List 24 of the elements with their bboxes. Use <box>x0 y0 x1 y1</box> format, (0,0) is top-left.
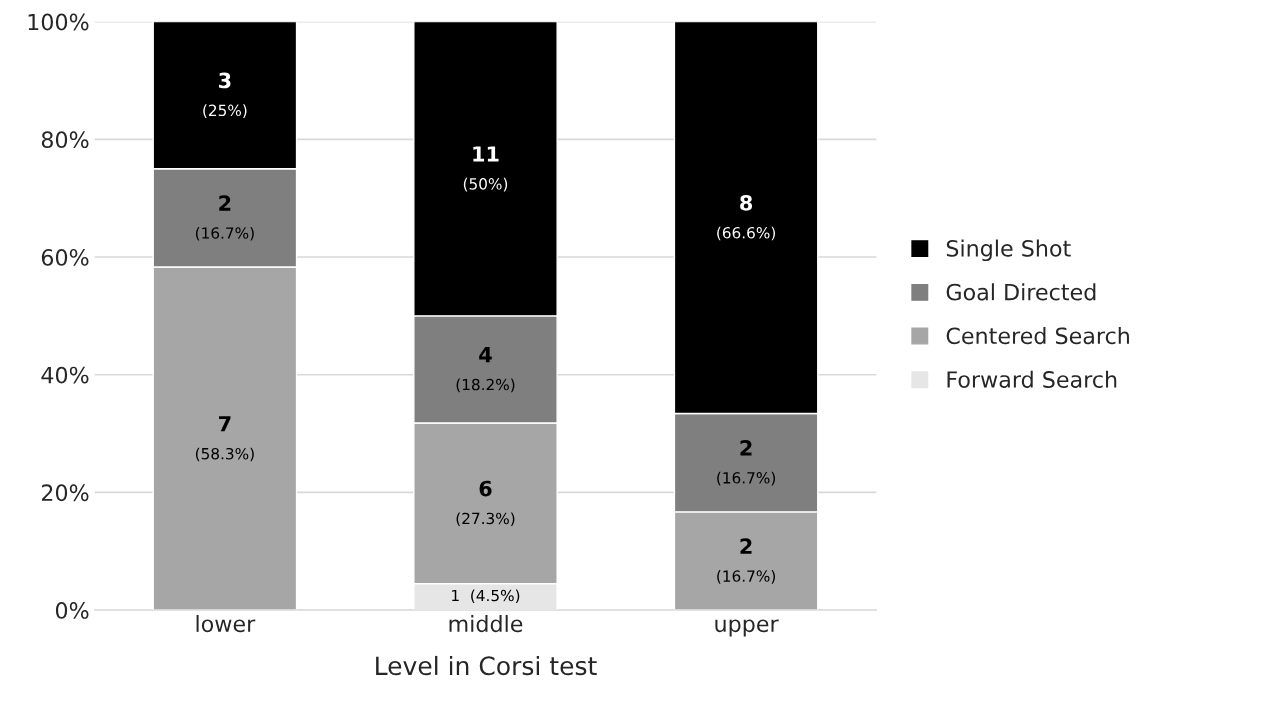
data-label: 3 (25%) <box>203 72 247 118</box>
y-tick-label: 40% <box>41 366 89 384</box>
legend-label: Centered Search <box>946 326 1129 345</box>
data-label: 1 (4.5%) <box>452 589 520 604</box>
x-tick-label: upper <box>715 619 779 637</box>
y-tick-label: 100% <box>28 13 89 31</box>
legend-label: Forward Search <box>947 370 1117 388</box>
data-label: 2 (16.7%) <box>717 538 776 584</box>
y-tick-label: 0% <box>55 602 89 619</box>
y-tick-label: 20% <box>41 484 89 502</box>
x-tick-label: middle <box>449 614 523 633</box>
data-label: 8 (66.6%) <box>717 194 776 241</box>
data-label: 2 (16.7%) <box>195 195 254 241</box>
x-tick-label: lower <box>196 614 256 633</box>
legend-label: Single Shot <box>946 239 1071 262</box>
y-tick-label: 60% <box>41 248 89 266</box>
data-label: 11 (50%) <box>463 146 508 192</box>
data-label: 4 (18.2%) <box>456 347 515 393</box>
y-tick-label: 80% <box>41 131 89 149</box>
data-label: 2 (16.7%) <box>717 440 776 486</box>
data-label: 7 (58.3%) <box>195 416 254 462</box>
data-label: 6 (27.3%) <box>456 480 515 526</box>
legend-label: Goal Directed <box>946 283 1096 301</box>
x-axis-title: Level in Corsi test <box>376 655 597 676</box>
